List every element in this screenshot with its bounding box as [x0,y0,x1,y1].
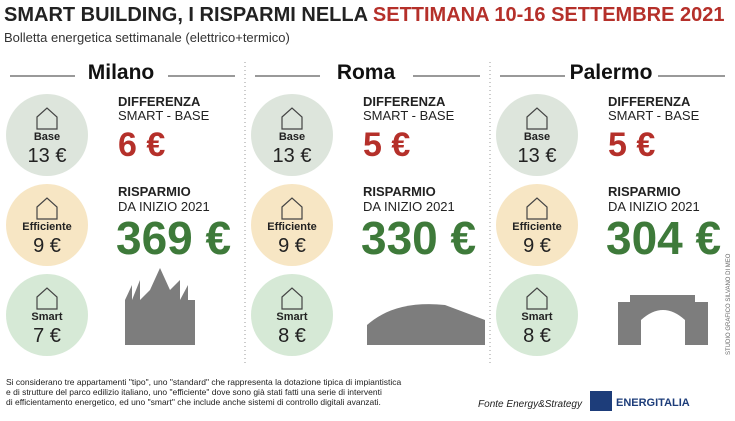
title-highlight: SETTIMANA 10-16 SETTEMBRE 2021 [373,4,725,26]
difference-label: DIFFERENZA [608,94,691,109]
tier-circle [251,274,333,356]
credit: STUDIO GRAFICO SILVANO DI MEO [726,253,732,355]
tier-label: Efficiente [267,221,317,233]
savings-label: RISPARMIO [363,184,436,199]
tier-cost: 9 € [523,235,551,257]
tier-icon [36,197,58,220]
difference-value: 5 € [363,126,410,164]
subtitle: Bolletta energetica settimanale (elettri… [4,30,290,45]
source: Fonte Energy&Strategy [478,399,583,410]
tier-icon [526,107,548,130]
tier-circle [6,184,88,266]
tier-icon [526,287,548,310]
tier-cost: 7 € [33,325,61,347]
tier-icon [281,287,303,310]
city-name: Roma [337,61,396,84]
difference-label: DIFFERENZA [118,94,201,109]
monument [125,268,195,345]
savings-label: DA INIZIO 2021 [608,199,700,214]
tier-label: Smart [521,311,553,323]
tier-cost: 13 € [518,145,557,167]
footer-note: e di strutture del parco edilizio italia… [6,387,382,397]
tier-icon [281,107,303,130]
savings-value: 369 € [116,212,231,264]
tier-label: Base [279,131,305,143]
tier-cost: 9 € [33,235,61,257]
tier-cost: 9 € [278,235,306,257]
tier-label: Base [34,131,60,143]
savings-label: DA INIZIO 2021 [118,199,210,214]
tier-label: Base [524,131,550,143]
tier-icon [281,197,303,220]
tier-label: Efficiente [22,221,72,233]
city-name: Palermo [570,61,653,84]
difference-value: 6 € [118,126,165,164]
tier-label: Smart [276,311,308,323]
footer: Si considerano tre appartamenti "tipo", … [6,377,402,407]
difference-label: SMART - BASE [608,108,700,123]
tier-label: Smart [31,311,63,323]
tier-circle [496,274,578,356]
difference-label: DIFFERENZA [363,94,446,109]
logo-mark [590,391,612,411]
city-name: Milano [88,61,155,84]
tier-circle [251,94,333,176]
tier-circle [496,94,578,176]
title-main: SMART BUILDING, I RISPARMI NELLA [4,4,368,26]
tier-circle [6,94,88,176]
tier-circle [6,274,88,356]
savings-value: 330 € [361,212,476,264]
savings-label: RISPARMIO [118,184,191,199]
tier-cost: 8 € [278,325,306,347]
monument [618,295,708,345]
tier-label: Efficiente [512,221,562,233]
savings-label: RISPARMIO [608,184,681,199]
difference-label: SMART - BASE [118,108,210,123]
monument [367,304,485,345]
tier-cost: 13 € [273,145,312,167]
tier-circle [251,184,333,266]
tier-circle [496,184,578,266]
tier-icon [36,107,58,130]
footer-note: Si considerano tre appartamenti "tipo", … [6,377,402,387]
tier-cost: 8 € [523,325,551,347]
savings-label: DA INIZIO 2021 [363,199,455,214]
difference-value: 5 € [608,126,655,164]
tier-icon [526,197,548,220]
savings-value: 304 € [606,212,721,264]
difference-label: SMART - BASE [363,108,455,123]
brand: ENERGITALIA [616,397,690,409]
footer-note: di efficientamento energetico, ed uno "s… [6,397,381,407]
title: SMART BUILDING, I RISPARMI NELLA SETTIMA… [4,4,724,26]
tier-cost: 13 € [28,145,67,167]
tier-icon [36,287,58,310]
